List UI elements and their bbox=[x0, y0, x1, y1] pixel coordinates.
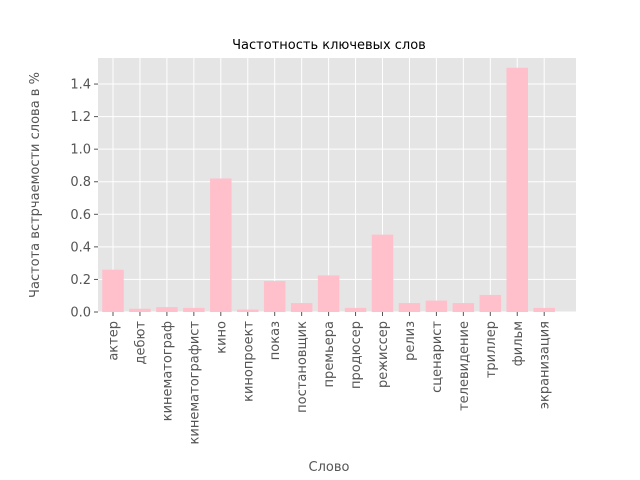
bar-продюсер bbox=[344, 307, 367, 312]
bar-сценарист bbox=[425, 300, 448, 312]
x-tick-label: премьера bbox=[322, 321, 337, 387]
bar-премьера bbox=[317, 275, 340, 312]
x-tick-label: кинематографист bbox=[187, 321, 202, 445]
x-tick-label: релиз bbox=[403, 321, 418, 361]
y-tick-label: 1.0 bbox=[70, 143, 91, 158]
bar-кинопроект bbox=[237, 309, 259, 312]
bars bbox=[102, 67, 555, 313]
x-tick-label: кинопроект bbox=[241, 321, 256, 402]
x-tick-label: продюсер bbox=[349, 321, 364, 389]
x-tick-label: дебют bbox=[133, 321, 148, 365]
bar-актер bbox=[102, 269, 124, 312]
bar-релиз bbox=[398, 303, 421, 312]
gridlines bbox=[98, 58, 576, 313]
chart-title: Частотность ключевых слов bbox=[232, 38, 426, 53]
x-tick-label: экранизация bbox=[538, 321, 553, 409]
x-axis-label: Слово bbox=[309, 460, 350, 475]
y-tick-label: 0.8 bbox=[70, 175, 91, 190]
bar-режиссер bbox=[371, 234, 394, 312]
bar-кинематографист bbox=[183, 307, 205, 312]
bar-триллер bbox=[479, 294, 502, 312]
x-tick-label: фильм bbox=[511, 321, 526, 366]
bar-постановщик bbox=[290, 303, 313, 312]
bar-кинематограф bbox=[156, 307, 178, 312]
y-tick-label: 0.6 bbox=[70, 208, 91, 223]
bar-показ bbox=[263, 281, 286, 312]
bar-дебют bbox=[129, 308, 151, 312]
x-tick-label: показ bbox=[268, 321, 283, 360]
x-tick-label: актер bbox=[107, 321, 122, 361]
plot-area bbox=[98, 58, 576, 312]
x-tick-label: режиссер bbox=[376, 321, 391, 388]
y-tick-label: 1.4 bbox=[70, 78, 91, 93]
x-tick-label: телевидение bbox=[457, 321, 472, 411]
x-tick-label: триллер bbox=[484, 321, 499, 378]
x-tick-label: постановщик bbox=[295, 321, 310, 413]
x-tick-label: сценарист bbox=[430, 321, 445, 393]
y-axis-label: Частота встрчаемости слова в % bbox=[28, 72, 43, 298]
bar-телевидение bbox=[452, 303, 475, 312]
x-axis-ticks: актер дебют кинематограф кинематографист кин… bbox=[107, 312, 553, 444]
bar-фильм bbox=[506, 67, 528, 313]
y-axis-ticks: 0.0 0.2 0.4 0.6 0.8 1.0 1.2 1.4 bbox=[70, 78, 98, 321]
y-tick-label: 0.2 bbox=[70, 273, 91, 288]
y-tick-label: 0.4 bbox=[70, 240, 91, 255]
x-tick-label: кино bbox=[214, 321, 229, 354]
x-tick-label: кинематограф bbox=[160, 321, 175, 421]
bar-экранизация bbox=[533, 307, 555, 312]
y-tick-label: 0.0 bbox=[70, 306, 91, 321]
bar-кино bbox=[210, 178, 232, 312]
y-tick-label: 1.2 bbox=[70, 110, 91, 125]
